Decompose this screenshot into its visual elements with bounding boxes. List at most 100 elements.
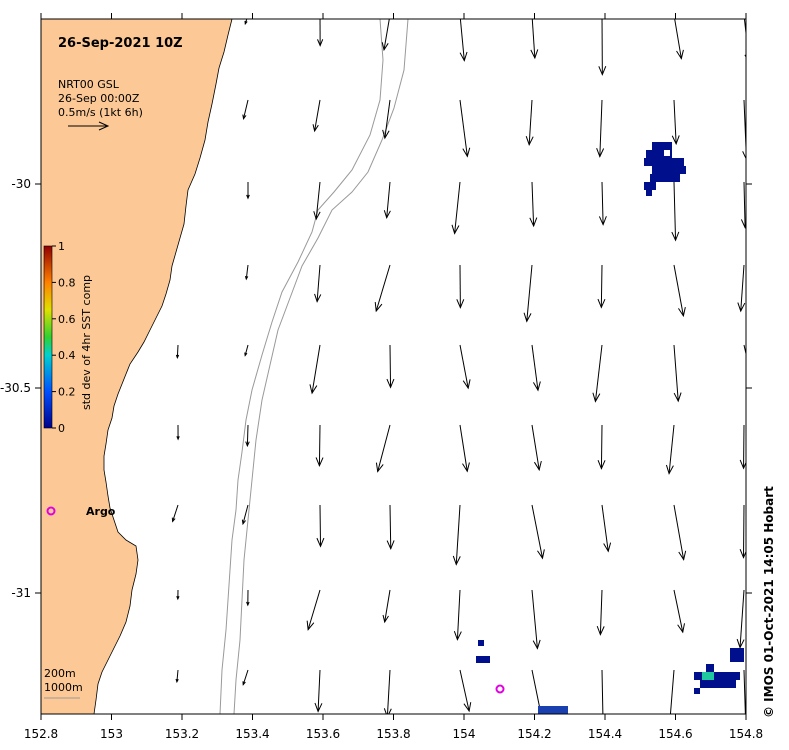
y-tick-label: -30 [11,177,31,191]
argo-float-marker-2[interactable] [495,684,505,694]
current-arrow [596,99,605,158]
x-axis: 152.8 153 153.2 153.4 153.6 153.8 154 154.2 154.… [24,13,763,741]
colorbar-tick-label: 0.8 [58,276,76,289]
current-arrow [597,424,606,470]
current-arrow [452,504,461,566]
sst-patch-south [476,640,568,714]
current-arrow [531,344,541,392]
sst-patch-white-gap [664,150,670,156]
current-arrow [242,669,249,686]
x-tick-label: 153.6 [306,727,340,741]
current-arrow [175,344,180,359]
current-arrow [596,589,605,636]
argo-label: Argo [86,505,116,518]
colorbar [43,245,53,429]
current-arrow [673,504,687,561]
current-arrow [523,264,533,323]
current-arrow [317,19,324,47]
current-arrow [598,19,607,76]
current-arrow [246,181,250,200]
current-arrow [673,344,682,403]
y-tick-label: -31 [11,586,31,600]
current-arrow [531,424,542,472]
current-arrow [525,99,534,146]
current-arrow [742,99,746,160]
depth-legend-200m: 200m [44,667,76,680]
current-source-label: NRT00 GSL [58,78,120,91]
current-arrow [171,504,179,523]
current-arrow [529,181,538,228]
current-arrow [382,589,391,624]
colorbar-tick-label: 0 [58,422,65,435]
current-arrow [459,669,472,713]
current-arrow [244,264,249,281]
x-tick-label: 154.2 [517,727,551,741]
colorbar-tick-label: 0.2 [58,386,76,399]
current-arrow [737,264,746,313]
current-arrow [176,589,180,601]
x-tick-label: 153.2 [165,727,199,741]
colorbar-tick-label: 1 [58,240,65,253]
current-arrow [245,424,250,448]
scale-arrow [68,121,110,131]
current-arrow [531,504,545,560]
current-arrow [740,181,746,229]
current-arrow [671,99,680,146]
current-arrow [312,99,321,133]
current-arrow [456,264,465,309]
land-mass [40,18,233,715]
current-arrow [669,669,675,714]
contour-1000m [233,18,409,715]
current-arrow [673,264,686,318]
current-arrow [386,344,395,389]
imos-credit: © IMOS 01-Oct-2021 14:05 Hobart [762,486,776,718]
current-arrow [176,424,180,441]
x-tick-label: 154.8 [729,727,763,741]
current-arrow [671,181,680,242]
current-arrow [736,589,745,649]
current-arrow [601,669,604,714]
current-arrow [383,181,391,220]
date-title: 26-Sep-2021 10Z [58,36,183,51]
colorbar-tick-label: 0.6 [58,313,76,326]
current-arrow [306,589,321,631]
x-tick-label: 154.6 [658,727,692,741]
contour-200m [219,18,384,715]
current-arrow [459,424,470,473]
current-arrow [375,424,391,473]
current-vectors [171,19,746,714]
current-arrow [530,19,539,60]
current-arrow [315,424,324,468]
x-tick-label: 153 [100,727,123,741]
current-arrow [531,589,541,650]
current-arrow [313,181,321,221]
current-arrow [674,19,684,60]
current-arrow [673,589,685,634]
x-tick-label: 154.4 [588,727,622,741]
y-axis: -30 -30.5 -31 [0,177,752,600]
current-arrow [597,264,606,309]
current-arrow [314,669,323,713]
argo-float-marker[interactable] [46,506,56,516]
colorbar-label: std dev of 4hr SST comp [80,275,93,410]
x-tick-label: 153.4 [235,727,269,741]
current-arrow [175,669,179,684]
current-arrow [598,181,607,226]
y-tick-label: -30.5 [0,381,31,395]
x-tick-label: 153.8 [376,727,410,741]
current-arrow [453,589,462,641]
current-arrow [246,589,250,607]
current-arrow [309,344,321,395]
sst-patch-southeast [694,648,744,694]
current-arrow [531,669,542,714]
current-arrow [459,344,471,390]
current-arrow [601,504,612,553]
current-arrow [242,99,249,121]
current-arrow [244,344,249,357]
depth-legend-1000m: 1000m [44,681,83,694]
current-arrow [459,19,468,62]
x-tick-label: 154 [453,727,476,741]
current-arrow [459,99,471,158]
current-arrow [665,424,675,475]
